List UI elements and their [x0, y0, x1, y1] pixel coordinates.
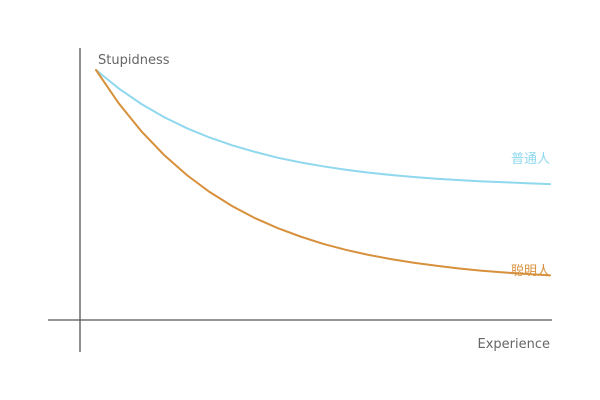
y-axis-label: Stupidness — [98, 53, 170, 68]
series-line-smart-people — [95, 69, 551, 277]
x-axis-label: Experience — [478, 337, 551, 352]
series-line-ordinary-people — [95, 69, 551, 186]
series-label-ordinary-people: 普通人 — [511, 152, 550, 167]
series-label-smart-people: 聪明人 — [511, 264, 550, 279]
